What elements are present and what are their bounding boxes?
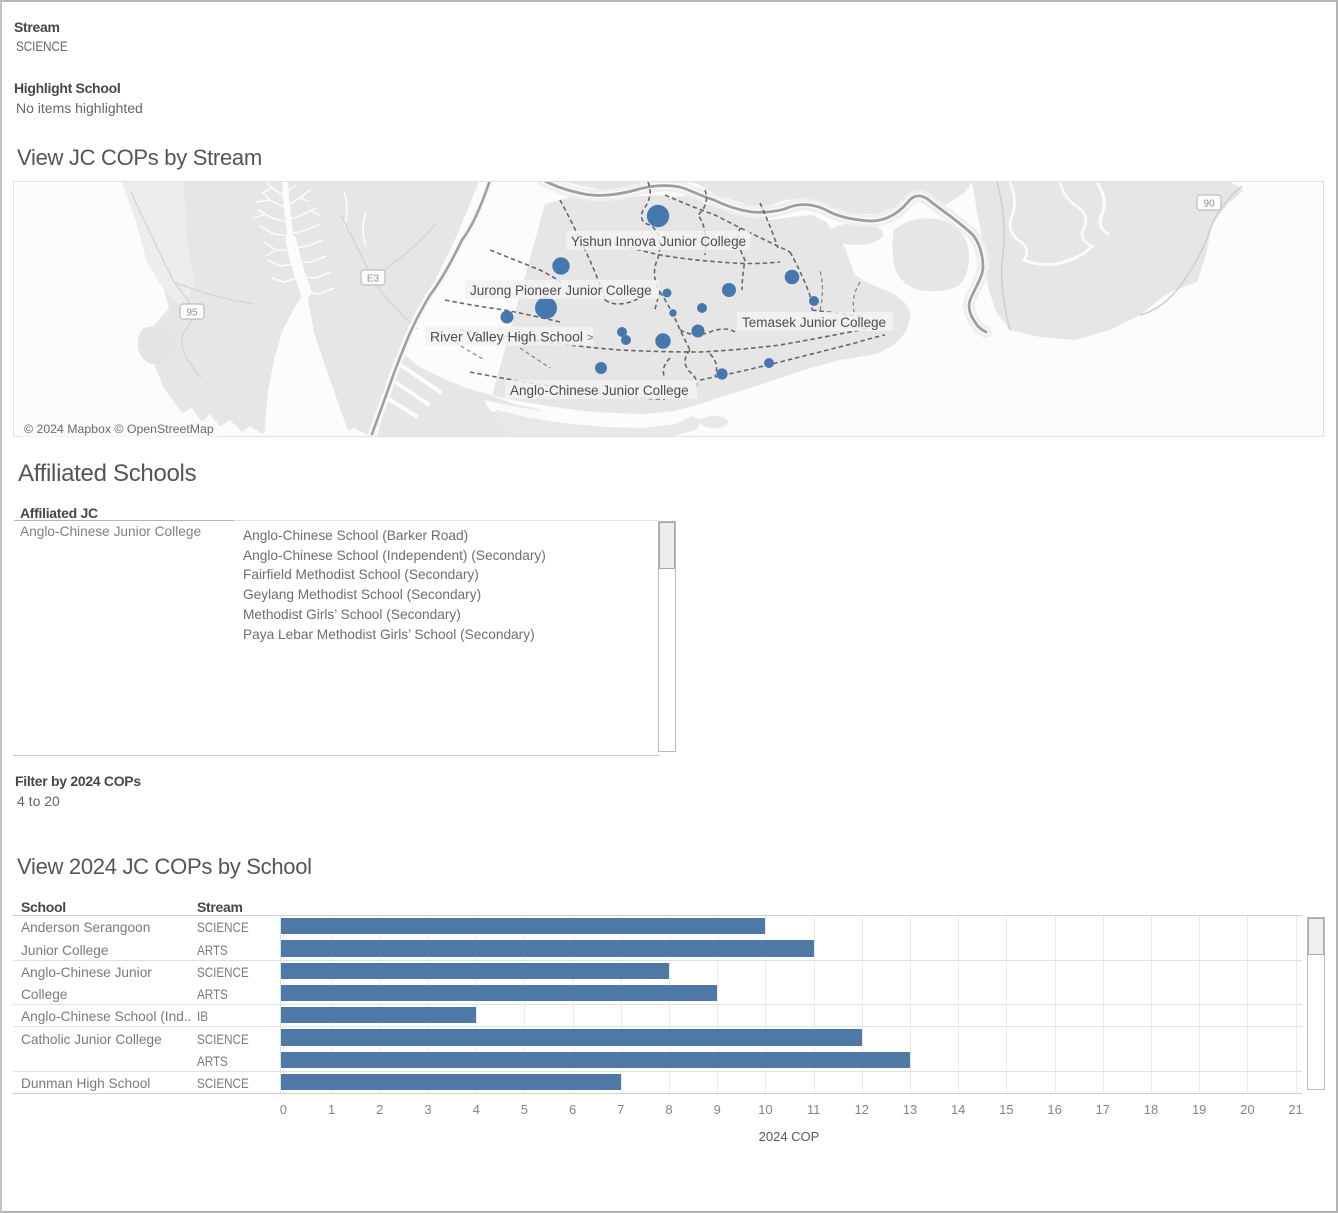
svg-text:˃: ˃ <box>587 332 593 344</box>
svg-text:Yishun Innova Junior College: Yishun Innova Junior College <box>571 234 746 249</box>
svg-text:90: 90 <box>1203 199 1215 210</box>
svg-text:Anglo-Chinese Junior College: Anglo-Chinese Junior College <box>510 383 689 398</box>
svg-text:Jurong Pioneer Junior College: Jurong Pioneer Junior College <box>470 283 652 298</box>
svg-text:E3: E3 <box>367 274 380 285</box>
svg-text:Temasek Junior College: Temasek Junior College <box>742 315 886 330</box>
svg-text:95: 95 <box>186 308 198 319</box>
svg-text:River Valley High School: River Valley High School <box>430 329 583 345</box>
